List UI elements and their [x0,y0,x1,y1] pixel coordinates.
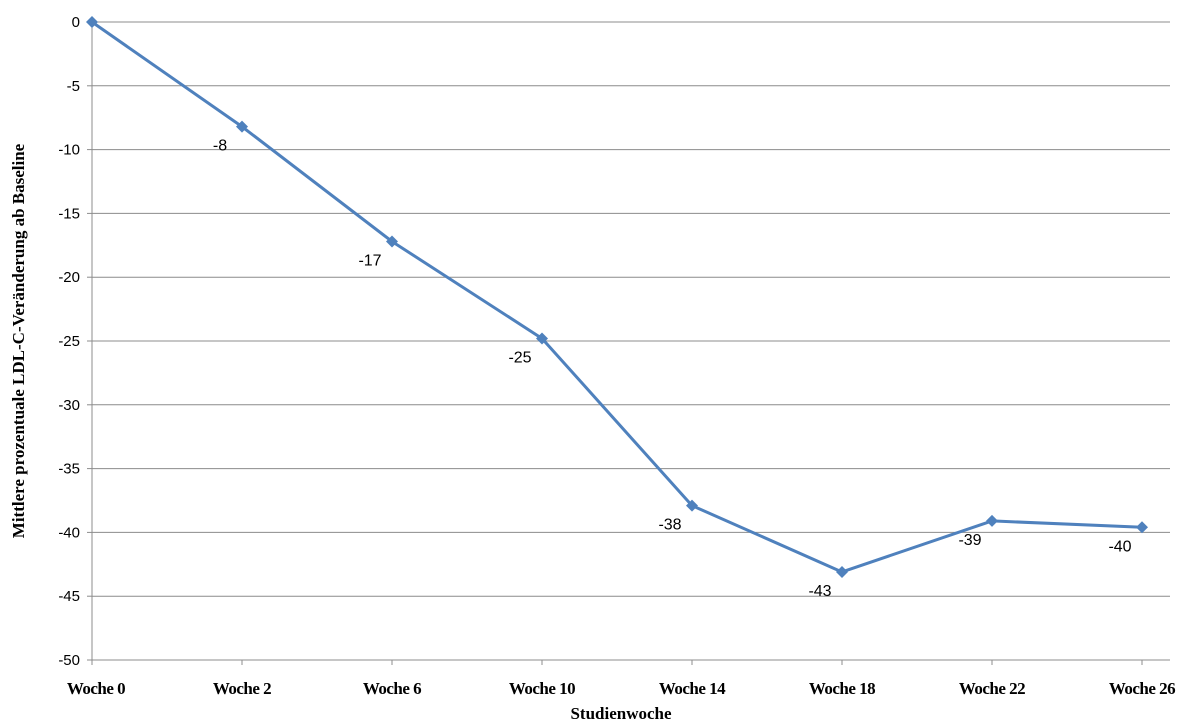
axes [87,21,1170,665]
y-tick-label: -45 [58,588,80,605]
y-tick-label: -20 [58,269,80,286]
x-axis-title: Studienwoche [570,704,672,723]
x-tick-label: Woche 0 [67,679,125,698]
data-point [536,332,548,345]
data-point [86,16,98,28]
grid-lines [92,21,1170,597]
y-tick-label: -30 [58,397,80,414]
data-label: -8 [213,138,227,155]
series-line [91,20,1143,574]
data-label: -39 [958,532,981,549]
x-tick-label: Woche 26 [1109,679,1175,698]
data-series [86,16,1148,578]
y-tick-label: -10 [58,142,80,159]
data-point [1136,521,1148,534]
data-point [836,565,848,578]
data-labels: -8 -17 -25 -38 -43 -39 -40 [213,138,1132,600]
x-tick-label: Woche 14 [659,679,726,698]
y-tick-label: -5 [67,78,80,95]
y-tick-label: 0 [72,14,80,31]
y-axis-title: Mittlere prozentuale LDL-C-Veränderung a… [9,143,28,538]
data-label: -40 [1108,538,1131,555]
data-label: -17 [358,252,381,269]
data-point [236,120,248,133]
y-tick-label: -40 [58,524,80,541]
data-label: -38 [658,517,681,534]
data-point [986,514,998,527]
x-tick-label: Woche 2 [213,679,271,698]
y-tick-labels: 0 -5 -10 -15 -20 -25 -30 -35 -40 -45 -50 [58,14,80,669]
y-tick-label: -25 [58,333,80,350]
x-tick-label: Woche 10 [509,679,575,698]
data-label: -43 [808,583,831,600]
x-tick-labels: Woche 0 Woche 2 Woche 6 Woche 10 Woche 14 Woc… [67,679,1176,698]
y-tick-label: -15 [58,205,80,222]
y-tick-label: -50 [58,652,80,669]
x-tick-label: Woche 6 [363,679,421,698]
data-label: -25 [508,349,531,366]
x-tick-label: Woche 22 [959,679,1025,698]
y-tick-label: -35 [58,461,80,478]
x-tick-label: Woche 18 [809,679,875,698]
data-point [686,499,698,512]
data-point [386,235,398,248]
